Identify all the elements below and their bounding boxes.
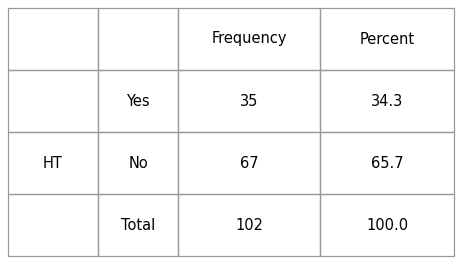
Text: 35: 35 xyxy=(240,93,258,109)
Bar xyxy=(320,194,454,256)
Text: HT: HT xyxy=(43,155,63,171)
Bar xyxy=(178,8,320,70)
Text: 102: 102 xyxy=(235,218,263,233)
Bar xyxy=(320,70,454,132)
Text: Frequency: Frequency xyxy=(211,31,287,46)
Bar xyxy=(8,194,98,256)
Text: No: No xyxy=(128,155,148,171)
Text: 67: 67 xyxy=(240,155,258,171)
Bar xyxy=(8,132,98,194)
Bar xyxy=(178,132,320,194)
Bar xyxy=(98,70,178,132)
Text: Total: Total xyxy=(121,218,155,233)
Bar xyxy=(98,194,178,256)
Bar xyxy=(8,8,98,70)
Bar xyxy=(320,8,454,70)
Text: 100.0: 100.0 xyxy=(366,218,408,233)
Bar xyxy=(178,194,320,256)
Text: 65.7: 65.7 xyxy=(371,155,403,171)
Bar xyxy=(98,132,178,194)
Bar xyxy=(98,8,178,70)
Text: Yes: Yes xyxy=(126,93,150,109)
Text: Percent: Percent xyxy=(359,31,414,46)
Bar xyxy=(320,132,454,194)
Bar xyxy=(8,70,98,132)
Bar xyxy=(178,70,320,132)
Text: 34.3: 34.3 xyxy=(371,93,403,109)
